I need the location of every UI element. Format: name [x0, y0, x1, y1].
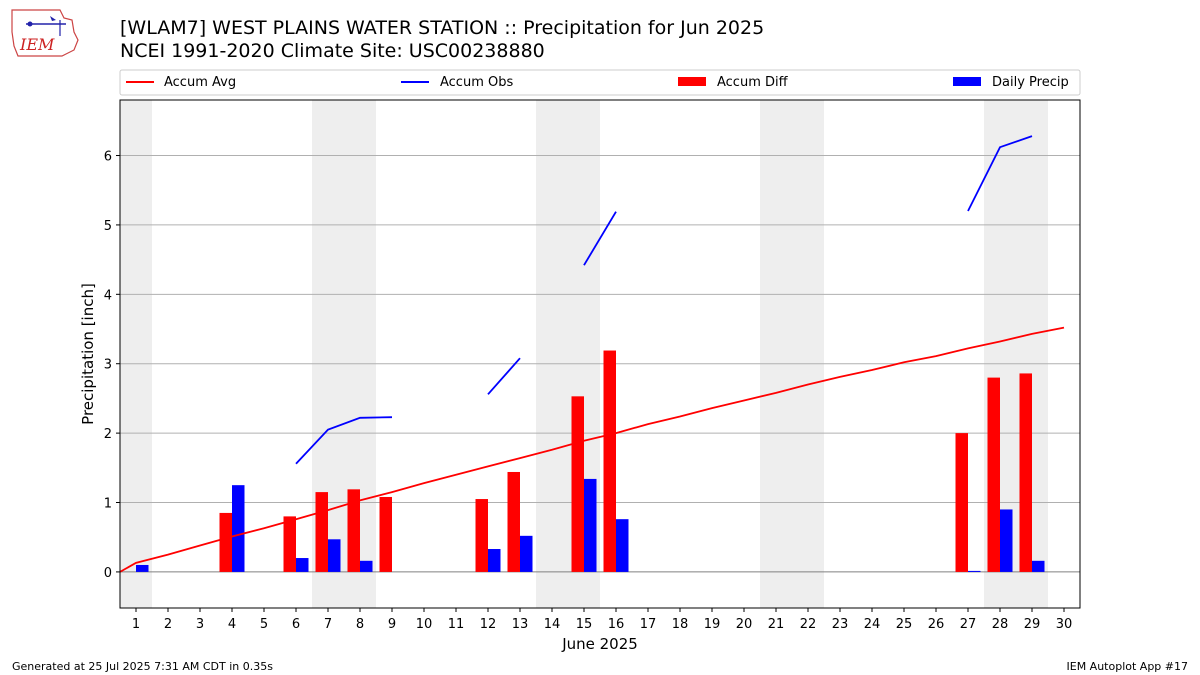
weekend-shade-4 — [984, 100, 1048, 608]
y-tick-label-0: 0 — [104, 566, 112, 581]
series-lines — [119, 135, 1065, 573]
x-tick-label-17: 17 — [640, 617, 657, 632]
bar-daily-precip-6 — [296, 558, 309, 572]
x-tick-label-16: 16 — [608, 617, 625, 632]
bar-daily-precip-1 — [136, 564, 149, 572]
bar-accum-diff-12 — [475, 499, 488, 572]
bar-accum-diff-29 — [1019, 373, 1032, 572]
x-tick-label-24: 24 — [864, 617, 881, 632]
x-tick-label-18: 18 — [672, 617, 689, 632]
bar-daily-precip-12 — [488, 549, 501, 572]
y-tick-label-4: 4 — [104, 288, 112, 303]
bar-accum-diff-7 — [315, 492, 328, 572]
bar-accum-diff-9 — [379, 496, 392, 572]
x-tick-label-29: 29 — [1024, 617, 1041, 632]
app-id-label: IEM Autoplot App #17 — [1066, 660, 1189, 673]
bar-accum-diff-27 — [955, 433, 968, 572]
x-tick-label-8: 8 — [356, 617, 364, 632]
legend-label-daily-precip: Daily Precip — [992, 75, 1069, 90]
bar-daily-precip-15 — [584, 478, 597, 572]
bar-daily-precip-27 — [968, 570, 981, 572]
x-tick-label-10: 10 — [416, 617, 433, 632]
x-tick-label-26: 26 — [928, 617, 945, 632]
grid-lines — [120, 155, 1080, 504]
bar-daily-precip-7 — [328, 539, 341, 572]
chart-subtitle: NCEI 1991-2020 Climate Site: USC00238880 — [120, 40, 545, 62]
y-axis-ticks: 0 1 2 3 4 5 6 — [104, 150, 120, 581]
x-tick-label-23: 23 — [832, 617, 849, 632]
bar-accum-diff-6 — [283, 516, 296, 572]
y-tick-label-1: 1 — [104, 497, 112, 512]
x-tick-label-4: 4 — [228, 617, 236, 632]
iem-logo-icon: IEM — [11, 9, 79, 57]
line-accum-obs-segment-0 — [295, 416, 393, 465]
legend-label-accum-diff: Accum Diff — [717, 75, 789, 90]
weekend-shade-3 — [760, 100, 824, 608]
y-tick-label-5: 5 — [104, 219, 112, 234]
x-tick-label-14: 14 — [544, 617, 561, 632]
generated-timestamp: Generated at 25 Jul 2025 7:31 AM CDT in … — [12, 660, 273, 673]
legend-box — [119, 69, 1081, 96]
y-tick-label-6: 6 — [104, 150, 112, 165]
x-tick-label-11: 11 — [448, 617, 465, 632]
chart-title: [WLAM7] WEST PLAINS WATER STATION :: Pre… — [120, 17, 765, 39]
bar-accum-diff-28 — [987, 377, 1000, 572]
weekend-shade-1 — [312, 100, 376, 608]
x-tick-label-27: 27 — [960, 617, 977, 632]
plot-frame — [119, 99, 1081, 609]
logo-text: IEM — [19, 35, 55, 54]
y-tick-label-2: 2 — [104, 427, 112, 442]
line-accum-avg-segment-0 — [119, 326, 1065, 573]
x-tick-label-15: 15 — [576, 617, 593, 632]
bar-daily-precip-28 — [1000, 509, 1013, 572]
bar-daily-precip-29 — [1032, 560, 1045, 572]
bars — [136, 350, 1045, 572]
x-tick-label-20: 20 — [736, 617, 753, 632]
line-accum-obs-segment-3 — [967, 135, 1033, 212]
x-tick-label-25: 25 — [896, 617, 913, 632]
y-tick-label-3: 3 — [104, 358, 112, 373]
x-tick-label-7: 7 — [324, 617, 332, 632]
bar-daily-precip-8 — [360, 560, 373, 572]
x-tick-label-12: 12 — [480, 617, 497, 632]
x-tick-label-22: 22 — [800, 617, 817, 632]
bar-accum-diff-16 — [603, 350, 616, 572]
weekend-shade-2 — [536, 100, 600, 608]
line-accum-obs-segment-1 — [487, 357, 521, 395]
x-tick-label-5: 5 — [260, 617, 268, 632]
bar-accum-diff-13 — [507, 471, 520, 572]
y-axis-label: Precipitation [inch] — [79, 283, 97, 425]
weekend-shade-0 — [120, 100, 152, 608]
weekend-shading — [120, 100, 1048, 608]
legend-label-accum-avg: Accum Avg — [164, 75, 236, 90]
x-tick-label-2: 2 — [164, 617, 172, 632]
legend-swatch-daily-precip — [953, 77, 981, 86]
x-axis-label: June 2025 — [561, 635, 638, 653]
x-tick-label-6: 6 — [292, 617, 300, 632]
x-tick-label-13: 13 — [512, 617, 529, 632]
x-tick-label-1: 1 — [132, 617, 140, 632]
bar-accum-diff-4 — [219, 512, 232, 572]
x-tick-label-30: 30 — [1056, 617, 1073, 632]
x-tick-label-9: 9 — [388, 617, 396, 632]
x-axis-ticks: 1 2 3 4 5 6 7 8 9 10 11 12 13 14 15 16 17 18 19 20 21 22 23 24 2… — [132, 608, 1072, 632]
bar-daily-precip-13 — [520, 535, 533, 572]
x-tick-label-21: 21 — [768, 617, 785, 632]
x-tick-label-19: 19 — [704, 617, 721, 632]
bar-daily-precip-4 — [232, 485, 245, 572]
bar-daily-precip-16 — [616, 519, 629, 572]
legend-swatch-accum-diff — [678, 77, 706, 86]
legend-label-accum-obs: Accum Obs — [440, 75, 513, 90]
bar-accum-diff-8 — [347, 489, 360, 572]
line-accum-obs-segment-2 — [583, 211, 617, 266]
x-tick-label-28: 28 — [992, 617, 1009, 632]
legend: Accum Avg Accum Obs Accum Diff Daily Pre… — [119, 69, 1081, 96]
x-tick-label-3: 3 — [196, 617, 204, 632]
bar-accum-diff-15 — [571, 396, 584, 572]
